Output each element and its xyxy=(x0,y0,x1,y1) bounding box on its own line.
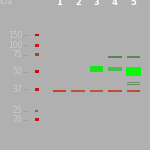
Bar xyxy=(127,84,140,85)
Bar xyxy=(71,90,85,92)
Bar xyxy=(90,90,103,92)
Bar xyxy=(126,67,141,76)
Text: 50: 50 xyxy=(13,67,22,76)
Text: 20: 20 xyxy=(13,115,22,124)
Text: 75: 75 xyxy=(13,50,22,59)
Bar xyxy=(53,90,66,92)
Bar xyxy=(35,53,39,56)
Bar xyxy=(108,90,122,92)
Text: 5: 5 xyxy=(130,0,136,7)
Text: 1: 1 xyxy=(56,0,62,7)
Bar xyxy=(90,66,103,72)
Text: 37: 37 xyxy=(13,85,22,94)
Text: 4: 4 xyxy=(112,0,118,7)
Bar xyxy=(108,56,122,58)
Text: 2: 2 xyxy=(75,0,81,7)
Text: 3: 3 xyxy=(93,0,99,7)
Bar xyxy=(127,56,140,58)
Bar xyxy=(35,88,39,91)
Bar xyxy=(35,44,39,47)
Bar xyxy=(108,67,122,71)
Text: 100: 100 xyxy=(8,41,22,50)
Bar xyxy=(35,34,39,36)
Text: 150: 150 xyxy=(8,31,22,40)
Text: 25: 25 xyxy=(13,106,22,115)
Bar xyxy=(127,90,140,92)
Text: kDa: kDa xyxy=(0,0,12,6)
Bar xyxy=(127,82,140,83)
Bar xyxy=(35,110,38,112)
Bar xyxy=(35,70,39,73)
Bar xyxy=(35,118,39,121)
